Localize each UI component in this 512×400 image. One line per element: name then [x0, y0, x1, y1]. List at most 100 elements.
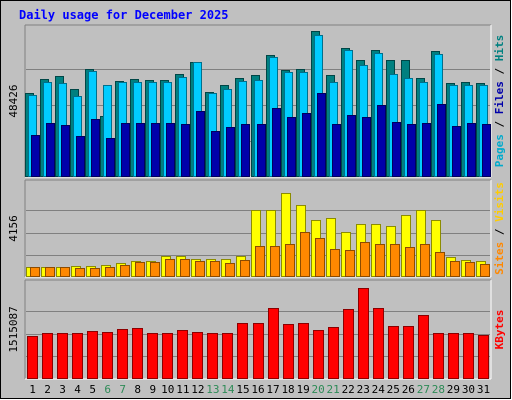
bar-files-day-13 — [211, 131, 220, 177]
bar-kbytes-day-11 — [177, 330, 188, 379]
panel-top-y-tick-label: 48426 — [7, 84, 20, 117]
x-tick-label-day-17: 17 — [266, 383, 279, 396]
x-tick-label-day-19: 19 — [296, 383, 309, 396]
x-tick-label-day-14: 14 — [221, 383, 235, 396]
bar-sites-day-16 — [255, 246, 265, 277]
panel-middle-legend-part: / — [493, 222, 506, 242]
bar-sites-day-18 — [285, 244, 295, 277]
x-tick-label-day-1: 1 — [29, 383, 36, 396]
x-tick-label-day-27: 27 — [417, 383, 430, 396]
bar-sites-day-2 — [45, 267, 55, 277]
bar-files-day-16 — [257, 124, 266, 177]
bar-files-day-8 — [136, 123, 145, 177]
panel-middle-legend-part: Visits — [493, 182, 506, 222]
bar-kbytes-day-10 — [162, 333, 173, 379]
x-tick-label-day-18: 18 — [281, 383, 294, 396]
bar-kbytes-day-2 — [42, 333, 53, 379]
bar-sites-day-10 — [165, 259, 175, 277]
panel-top-legend-part: Files — [493, 81, 506, 114]
x-tick-label-day-13: 13 — [206, 383, 219, 396]
bar-kbytes-day-28 — [433, 333, 444, 379]
x-tick-label-day-29: 29 — [447, 383, 460, 396]
panel-bottom-legend-part: KBytes — [493, 310, 506, 350]
x-tick-label-day-25: 25 — [387, 383, 400, 396]
bar-files-day-9 — [151, 123, 160, 177]
bar-sites-day-12 — [195, 261, 205, 277]
bar-kbytes-day-26 — [403, 326, 414, 379]
bar-files-day-29 — [452, 126, 461, 177]
bar-files-day-6 — [106, 138, 115, 177]
bar-files-day-19 — [302, 113, 311, 177]
bar-kbytes-day-27 — [418, 315, 429, 379]
x-tick-label-day-30: 30 — [462, 383, 475, 396]
bar-files-day-23 — [362, 117, 371, 177]
bar-files-day-27 — [422, 123, 431, 177]
bar-sites-day-6 — [105, 267, 115, 277]
bar-sites-day-25 — [390, 244, 400, 277]
bar-files-day-22 — [347, 115, 356, 177]
bar-kbytes-day-30 — [463, 333, 474, 379]
chart-title: Daily usage for December 2025 — [19, 8, 229, 22]
x-tick-label-day-22: 22 — [342, 383, 355, 396]
bar-kbytes-day-1 — [27, 336, 38, 379]
x-tick-label-day-24: 24 — [372, 383, 386, 396]
bar-sites-day-22 — [345, 250, 355, 277]
panel-middle-legend-part: Sites — [493, 242, 506, 275]
bar-sites-day-15 — [240, 260, 250, 277]
x-tick-label-day-7: 7 — [119, 383, 126, 396]
bar-files-day-28 — [437, 104, 446, 177]
bar-files-day-25 — [392, 122, 401, 177]
bar-kbytes-day-15 — [237, 323, 248, 379]
panel-top-legend: Pages / Files / Hits — [493, 35, 506, 168]
bar-sites-day-26 — [405, 247, 415, 277]
bar-sites-day-29 — [450, 261, 460, 277]
bar-kbytes-day-24 — [373, 308, 384, 379]
bar-files-day-3 — [61, 125, 70, 177]
bar-files-day-11 — [181, 124, 190, 177]
x-tick-label-day-16: 16 — [251, 383, 264, 396]
bar-files-day-20 — [317, 93, 326, 177]
bar-sites-day-14 — [225, 263, 235, 277]
bar-sites-day-4 — [75, 268, 85, 277]
bar-kbytes-day-8 — [132, 328, 143, 379]
bar-sites-day-8 — [135, 262, 145, 277]
bar-sites-day-9 — [150, 262, 160, 277]
x-tick-label-day-15: 15 — [236, 383, 249, 396]
bar-sites-day-19 — [300, 232, 310, 277]
bar-files-day-5 — [91, 119, 100, 177]
bar-sites-day-24 — [375, 244, 385, 277]
bar-kbytes-day-25 — [388, 326, 399, 379]
x-tick-label-day-11: 11 — [176, 383, 189, 396]
x-tick-label-day-8: 8 — [134, 383, 141, 396]
panel-top-legend-part: / — [493, 114, 506, 134]
bar-kbytes-day-21 — [328, 327, 339, 379]
bar-sites-day-17 — [270, 246, 280, 277]
panel-bottom-legend: KBytes — [493, 310, 506, 350]
bar-kbytes-day-20 — [313, 330, 324, 379]
x-tick-label-day-2: 2 — [44, 383, 51, 396]
x-tick-label-day-20: 20 — [312, 383, 325, 396]
panel-top-legend-part: Hits — [493, 35, 506, 62]
x-tick-label-day-12: 12 — [191, 383, 204, 396]
bar-sites-day-13 — [210, 261, 220, 277]
x-tick-label-day-26: 26 — [402, 383, 415, 396]
bar-sites-day-20 — [315, 238, 325, 277]
bar-kbytes-day-13 — [207, 333, 218, 379]
bar-files-day-30 — [467, 123, 476, 177]
bar-sites-day-5 — [90, 268, 100, 277]
panel-top-legend-part: / — [493, 61, 506, 81]
bar-kbytes-day-23 — [358, 288, 369, 379]
bar-sites-day-1 — [30, 267, 40, 277]
panel-middle-y-tick-label: 4156 — [7, 215, 20, 242]
bar-kbytes-day-3 — [57, 333, 68, 379]
panel-middle-legend: Sites / Visits — [493, 182, 506, 275]
bar-sites-day-11 — [180, 259, 190, 277]
bar-sites-day-3 — [60, 267, 70, 277]
bar-files-day-18 — [287, 117, 296, 177]
panel-top-legend-part: Pages — [493, 134, 506, 167]
bar-kbytes-day-4 — [72, 333, 83, 379]
x-tick-label-day-6: 6 — [104, 383, 111, 396]
bar-sites-day-7 — [120, 265, 130, 277]
panel-bottom-y-tick-label: 1515087 — [7, 306, 20, 352]
bar-files-day-31 — [482, 124, 491, 177]
